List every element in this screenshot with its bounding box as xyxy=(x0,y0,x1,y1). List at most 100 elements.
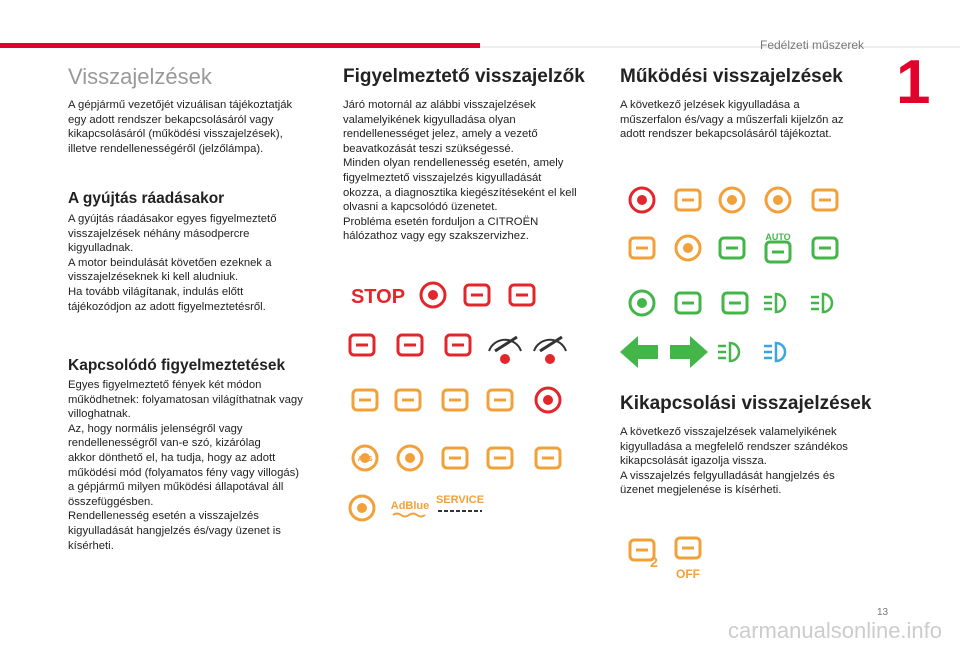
icon xyxy=(494,335,518,353)
text-line: kísérheti. xyxy=(68,539,114,552)
icon xyxy=(463,283,491,307)
icon xyxy=(508,283,536,307)
icon xyxy=(441,388,469,412)
text-line: kikapcsolását igazolja vissza. xyxy=(620,455,767,468)
icon xyxy=(718,236,746,260)
icon xyxy=(545,354,555,364)
icon xyxy=(811,188,839,212)
text-line: valamelyikének kigyulladása olyan xyxy=(343,113,516,126)
icon xyxy=(351,444,379,472)
icon xyxy=(444,333,472,357)
icon xyxy=(674,234,702,262)
paragraph: A gyújtás ráadásakor egyes figyelmeztető… xyxy=(68,212,276,314)
text-line: A következő jelzések kigyulladása a xyxy=(620,99,800,111)
icon-label: OFF xyxy=(676,567,700,581)
text-line: rendellenességet jelez, amely a vezető xyxy=(343,128,538,141)
header-bar xyxy=(0,43,480,48)
chapter-number: 1 xyxy=(896,48,931,117)
icon-label: AUTO xyxy=(765,232,790,242)
icon xyxy=(764,240,792,264)
icon-label: AdBlue xyxy=(391,500,430,512)
icon xyxy=(674,291,702,315)
icon xyxy=(534,386,562,414)
icon xyxy=(674,188,702,212)
icon xyxy=(533,338,567,352)
icon xyxy=(628,186,656,214)
icon xyxy=(419,281,447,309)
text-line: Rendellenesség esetén a visszajelzés xyxy=(68,510,259,523)
text-line: műszerfalon és/vagy a műszerfali kijelző… xyxy=(620,113,844,126)
arrow-icon xyxy=(670,336,708,368)
heading: A gyújtás ráadásakor xyxy=(68,190,225,207)
text-line: kigyulladnak. xyxy=(68,242,134,255)
paragraph: A gépjármű vezetőjét vizuálisan tájékozt… xyxy=(68,98,292,156)
section-name: Fedélzeti műszerek xyxy=(760,38,865,52)
icon xyxy=(396,444,424,472)
icon xyxy=(821,292,834,314)
text-line: okozza, a diagnosztika kiegészítéseként … xyxy=(343,186,577,199)
icon xyxy=(500,354,510,364)
text-line: figyelmeztető visszajelzés kigyulladását xyxy=(343,171,542,184)
text-line: Az, hogy normális jelenségről vagy xyxy=(68,422,243,435)
text-line: A gépjármű vezetőjét vizuálisan tájékozt… xyxy=(68,99,293,111)
paragraph: Egyes figyelmeztető fények két módon műkö… xyxy=(68,378,303,553)
icon xyxy=(488,338,522,352)
watermark: carmanualsonline.info xyxy=(728,618,943,643)
icon xyxy=(628,236,656,260)
text-line: A következő visszajelzések valamelyikéne… xyxy=(620,426,837,438)
paragraph: A következő jelzések kigyulladása a műsze… xyxy=(620,98,844,142)
paragraph: Járó motornál az alábbi visszajelzések va… xyxy=(343,98,577,244)
icon xyxy=(674,536,702,560)
text-line: visszajelzéseknek ki kell aludniuk. xyxy=(68,271,239,284)
icon xyxy=(348,494,376,522)
icon xyxy=(764,186,792,214)
text-line: olvasni a kapcsolódó üzenetet. xyxy=(343,201,498,214)
icon xyxy=(534,446,562,470)
icon xyxy=(637,298,647,308)
page-title: Visszajelzések xyxy=(68,64,212,89)
icon xyxy=(774,292,787,314)
icon xyxy=(773,195,783,205)
text-line: A visszajelzés felgyulladását hangjelzés… xyxy=(620,469,835,482)
text-line: rendellenességről van-e szó, kizárólag xyxy=(68,437,261,450)
text-line: Egyes figyelmeztető fények két módon xyxy=(68,379,262,391)
text-line: Minden olyan rendellenesség esetén, amel… xyxy=(343,157,564,170)
text-line: A gyújtás ráadásakor egyes figyelmeztető xyxy=(68,213,277,225)
text-line: működési mód (folyamatos fény vagy villo… xyxy=(68,466,300,479)
icon xyxy=(441,446,469,470)
paragraph: A következő visszajelzések valamelyikéne… xyxy=(620,425,848,498)
icon xyxy=(628,538,656,562)
icon xyxy=(728,341,741,363)
text-line: egy adott rendszer bekapcsolásáról vagy xyxy=(68,113,274,126)
text-line: kigyulladása a megfelelő rendszer szándé… xyxy=(620,440,848,453)
icon xyxy=(396,333,424,357)
text-line: összefüggésben. xyxy=(68,495,154,508)
icon xyxy=(628,289,656,317)
heading: Kapcsolódó figyelmeztetések xyxy=(68,357,286,374)
icon xyxy=(637,195,647,205)
icon-label: SERVICE xyxy=(436,494,484,506)
icon xyxy=(351,388,379,412)
icon xyxy=(774,341,787,363)
text-line: működhetnek: folyamatosan világíthatnak … xyxy=(68,393,303,406)
icon xyxy=(721,291,749,315)
icon xyxy=(543,395,553,405)
icon xyxy=(360,453,370,463)
text-line: beavatkozását teszi szükségessé. xyxy=(343,142,514,155)
text-line: adott rendszer bekapcsolásáról tájékozta… xyxy=(620,128,832,141)
text-line: kikapcsolásáról (működési visszajelzések… xyxy=(68,128,283,141)
text-line: illetve rendellenességéről (jelzőlámpa). xyxy=(68,142,264,155)
icon xyxy=(486,388,514,412)
page-number: 13 xyxy=(877,607,889,618)
text-line: a gépjármű milyen működési állapotával á… xyxy=(68,481,284,494)
icon xyxy=(718,186,746,214)
text-line: Járó motornál az alábbi visszajelzések xyxy=(343,99,536,111)
icon-label: ABS xyxy=(358,456,373,463)
text-line: visszajelzések néhány másodpercre xyxy=(68,227,250,240)
icon xyxy=(811,236,839,260)
text-line: Ha tovább világítanak, indulás előtt xyxy=(68,285,244,298)
heading: Figyelmeztető visszajelzők xyxy=(343,66,585,87)
icon xyxy=(683,243,693,253)
